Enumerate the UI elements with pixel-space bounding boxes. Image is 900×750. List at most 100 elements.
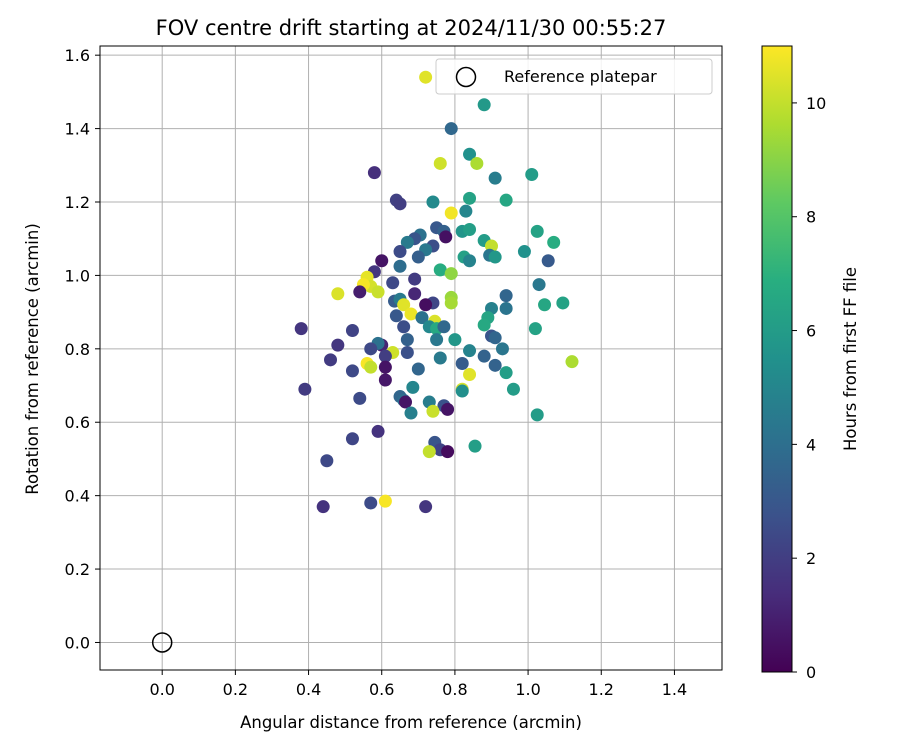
data-point [495,342,509,356]
data-point [400,333,414,347]
data-point [448,333,462,347]
data-point [320,454,334,468]
data-point [415,311,429,325]
y-tick-label: 1.6 [65,46,90,65]
data-point [433,263,447,277]
data-point [426,404,440,418]
data-point [404,406,418,420]
data-point [393,259,407,273]
data-point [331,338,345,352]
data-point [397,298,411,312]
data-point [463,368,477,382]
legend-reference-label: Reference platepar [504,67,657,86]
data-point [530,224,544,238]
data-point [499,301,513,315]
y-tick-label: 0.4 [65,487,90,506]
colorbar-tick-label: 2 [806,549,816,568]
x-tick-label: 0.6 [369,680,394,699]
data-point [430,333,444,347]
data-point [419,298,433,312]
data-point [389,309,403,323]
data-point [345,432,359,446]
data-point [397,320,411,334]
data-point [532,278,546,292]
data-point [353,391,367,405]
data-point [517,245,531,259]
y-tick-label: 0.6 [65,413,90,432]
data-point [463,191,477,205]
data-point [459,204,473,218]
data-point [547,235,561,249]
data-point [525,167,539,181]
data-point [411,250,425,264]
data-point [499,193,513,207]
data-point [345,323,359,337]
data-point [404,307,418,321]
scatter-points [151,70,579,653]
data-point [463,147,477,161]
data-point [455,384,469,398]
data-point [556,296,570,310]
x-tick-label: 1.4 [662,680,687,699]
axes: 0.0 0.2 0.4 0.6 0.8 1.0 1.2 1.4 0.0 0.2 0.4 0.6 0.8 1… [65,45,723,699]
data-point [499,289,513,303]
data-point [294,322,308,336]
data-point [444,296,458,310]
data-point [426,195,440,209]
y-tick-label: 0.2 [65,560,90,579]
colorbar-tick-label: 0 [806,663,816,682]
data-point [316,500,330,514]
data-point [488,171,502,185]
data-point [441,402,455,416]
x-tick-label: 0.4 [296,680,321,699]
colorbar-tick-label: 10 [806,94,826,113]
data-point [393,245,407,259]
grid [100,46,722,670]
data-point [538,298,552,312]
data-point [477,349,491,363]
colorbar: Hours from first FF file 0 2 4 6 8 10 [761,45,860,682]
colorbar-tick-label: 8 [806,208,816,227]
colorbar-tick-label: 6 [806,322,816,341]
colorbar-gradient [761,45,793,673]
reference-point-marker [151,632,173,653]
data-point [463,254,477,268]
data-point [364,496,378,510]
data-point [444,267,458,281]
y-tick-label: 1.2 [65,193,90,212]
data-point [433,351,447,365]
data-point [437,320,451,334]
x-tick-label: 1.2 [589,680,614,699]
y-tick-label: 1.0 [65,266,90,285]
data-point [378,360,392,374]
data-point [345,364,359,378]
data-point [386,276,400,290]
y-tick-label: 1.4 [65,120,90,139]
data-point [470,156,484,170]
legend-box [435,58,713,95]
data-point [565,355,579,369]
data-point [375,254,389,268]
data-point [324,353,338,367]
colorbar-label: Hours from first FF file [841,267,860,451]
data-point [378,373,392,387]
data-point [477,318,491,332]
data-point [444,206,458,220]
colorbar-tick-label: 4 [806,435,816,454]
data-point [477,98,491,112]
data-point [441,445,455,459]
data-point [364,360,378,374]
x-axis-label: Angular distance from reference (arcmin) [240,713,582,732]
y-axis-label: Rotation from reference (arcmin) [23,223,42,495]
data-point [541,254,555,268]
data-point [393,197,407,211]
data-point [488,250,502,264]
legend-reference-marker [455,66,477,88]
data-point [371,285,385,299]
data-point [499,366,513,380]
data-point [408,272,422,286]
data-point [367,166,381,180]
data-point [468,439,482,453]
data-point [419,70,433,84]
data-point [353,285,367,299]
